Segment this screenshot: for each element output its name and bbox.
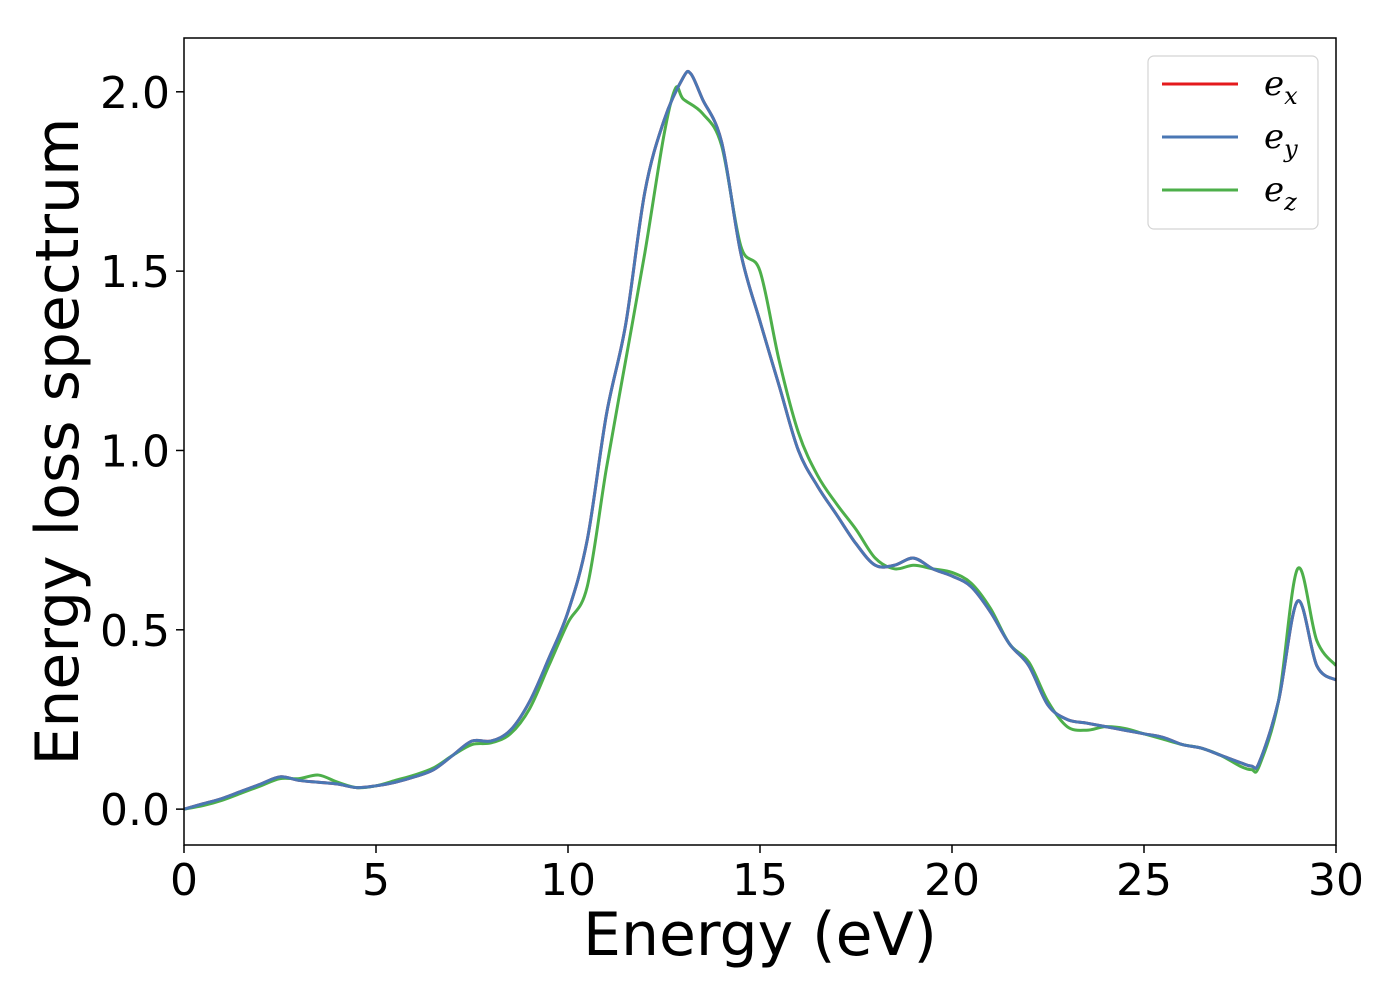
x-tick-label: 10 <box>540 855 596 906</box>
y-tick-label: 1.5 <box>100 247 170 298</box>
series-line-z <box>184 85 1336 811</box>
y-tick-label: 0.0 <box>100 785 170 836</box>
y-tick-label: 0.5 <box>100 606 170 657</box>
y-tick-label: 1.0 <box>100 426 170 477</box>
x-tick-label: 15 <box>732 855 788 906</box>
y-axis-ticks: 0.0 0.5 1.0 1.5 2.0 <box>100 68 184 836</box>
x-axis-title: Energy (eV) <box>583 900 937 970</box>
x-axis-ticks: 0 5 10 15 20 25 30 <box>170 845 1364 906</box>
legend-subscript: y <box>1283 135 1298 163</box>
y-axis-title: Energy loss spectrum <box>23 117 93 765</box>
x-tick-label: 0 <box>170 855 198 906</box>
legend-label-x: ex <box>1264 64 1298 110</box>
x-tick-label: 20 <box>924 855 980 906</box>
x-tick-label: 25 <box>1116 855 1172 906</box>
y-tick-label: 2.0 <box>100 68 170 119</box>
legend-box <box>1147 55 1319 230</box>
series-line-y <box>184 69 1336 811</box>
x-tick-label: 30 <box>1308 855 1364 906</box>
series-layer <box>184 69 1336 811</box>
legend-subscript: z <box>1283 188 1297 216</box>
x-tick-label: 5 <box>362 855 390 906</box>
legend-label-y: ey <box>1264 117 1298 163</box>
legend-subscript: x <box>1284 82 1298 110</box>
